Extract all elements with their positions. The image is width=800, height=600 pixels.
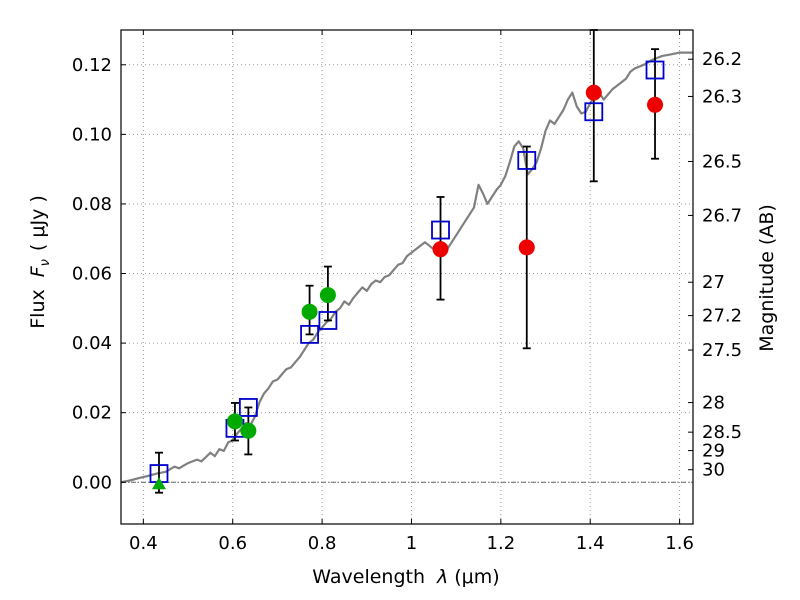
y-tick-label: 0.12 [72, 55, 112, 76]
data-point-red [647, 96, 664, 113]
data-point-red [518, 239, 535, 256]
model-point-square [517, 151, 537, 170]
x-axis-title-unit: (μm) [454, 566, 499, 588]
plot-background [121, 30, 693, 524]
x-axis-title-text: Wavelength [312, 566, 425, 588]
y-tick-label: 0.08 [72, 194, 112, 215]
plot-frame [120, 29, 694, 525]
data-point-green [301, 303, 318, 320]
x-tick-label: 1 [406, 533, 417, 554]
data-point-green [240, 422, 257, 439]
x-tick-label: 1.6 [665, 533, 694, 554]
grid [121, 30, 693, 524]
ticks [121, 30, 693, 524]
data-point-red [432, 241, 449, 258]
model-point-square [300, 325, 319, 344]
x-tick-label: 0.4 [129, 533, 158, 554]
model-point-square [238, 398, 258, 417]
y2-tick-label: 27 [702, 272, 725, 293]
x-tick-label: 1.4 [576, 533, 605, 554]
y2-tick-label: 26.3 [702, 86, 742, 107]
model-point-square [318, 311, 338, 330]
y2-tick-label: 29 [702, 441, 725, 462]
markers [149, 60, 665, 490]
model-point-square [584, 102, 604, 122]
y-axis-title-symbol: F [27, 265, 49, 277]
y2-tick-label: 26.2 [702, 49, 742, 70]
y2-tick-label: 26.5 [702, 152, 742, 173]
y-tick-label: 0.10 [72, 124, 112, 145]
model-point-square [645, 60, 665, 80]
x-axis-title: Wavelength λ (μm) [312, 566, 499, 588]
x-tick-label: 1.2 [487, 533, 516, 554]
y2-tick-label: 28 [702, 393, 725, 414]
y-tick-label: 0.00 [72, 472, 112, 493]
y-tick-label: 0.02 [72, 403, 112, 424]
y2-axis-title: Magnitude (AB) [756, 204, 778, 352]
y-axis-title: Flux Fν ( μJy ) [27, 195, 53, 329]
y2-tick-label: 26.7 [702, 205, 742, 226]
y-axis-title-unit: ( μJy ) [27, 195, 49, 251]
y-axis-title-text: Flux [27, 289, 49, 329]
data-point-red [585, 84, 602, 101]
model-point-square [431, 220, 450, 240]
upper-limit-triangle [151, 477, 166, 490]
y2-tick-label: 30 [702, 460, 725, 481]
y2-tick-label: 27.5 [702, 340, 742, 361]
tick-labels: 0.4 0.6 0.8 1 1.2 1.4 1.6 0.00 0.02 0.04 0.06 0.08 0… [72, 49, 742, 554]
y2-tick-label: 27.2 [702, 306, 742, 327]
x-tick-label: 0.6 [218, 533, 247, 554]
y-tick-label: 0.06 [72, 264, 112, 285]
data-point-green [319, 287, 336, 304]
y2-tick-label: 28.5 [702, 422, 742, 443]
x-tick-label: 0.8 [308, 533, 337, 554]
data-point-green [226, 413, 243, 430]
x-axis-title-symbol: λ [436, 566, 448, 588]
y-axis-title-subscript: ν [38, 259, 53, 266]
y-tick-label: 0.04 [72, 333, 112, 354]
